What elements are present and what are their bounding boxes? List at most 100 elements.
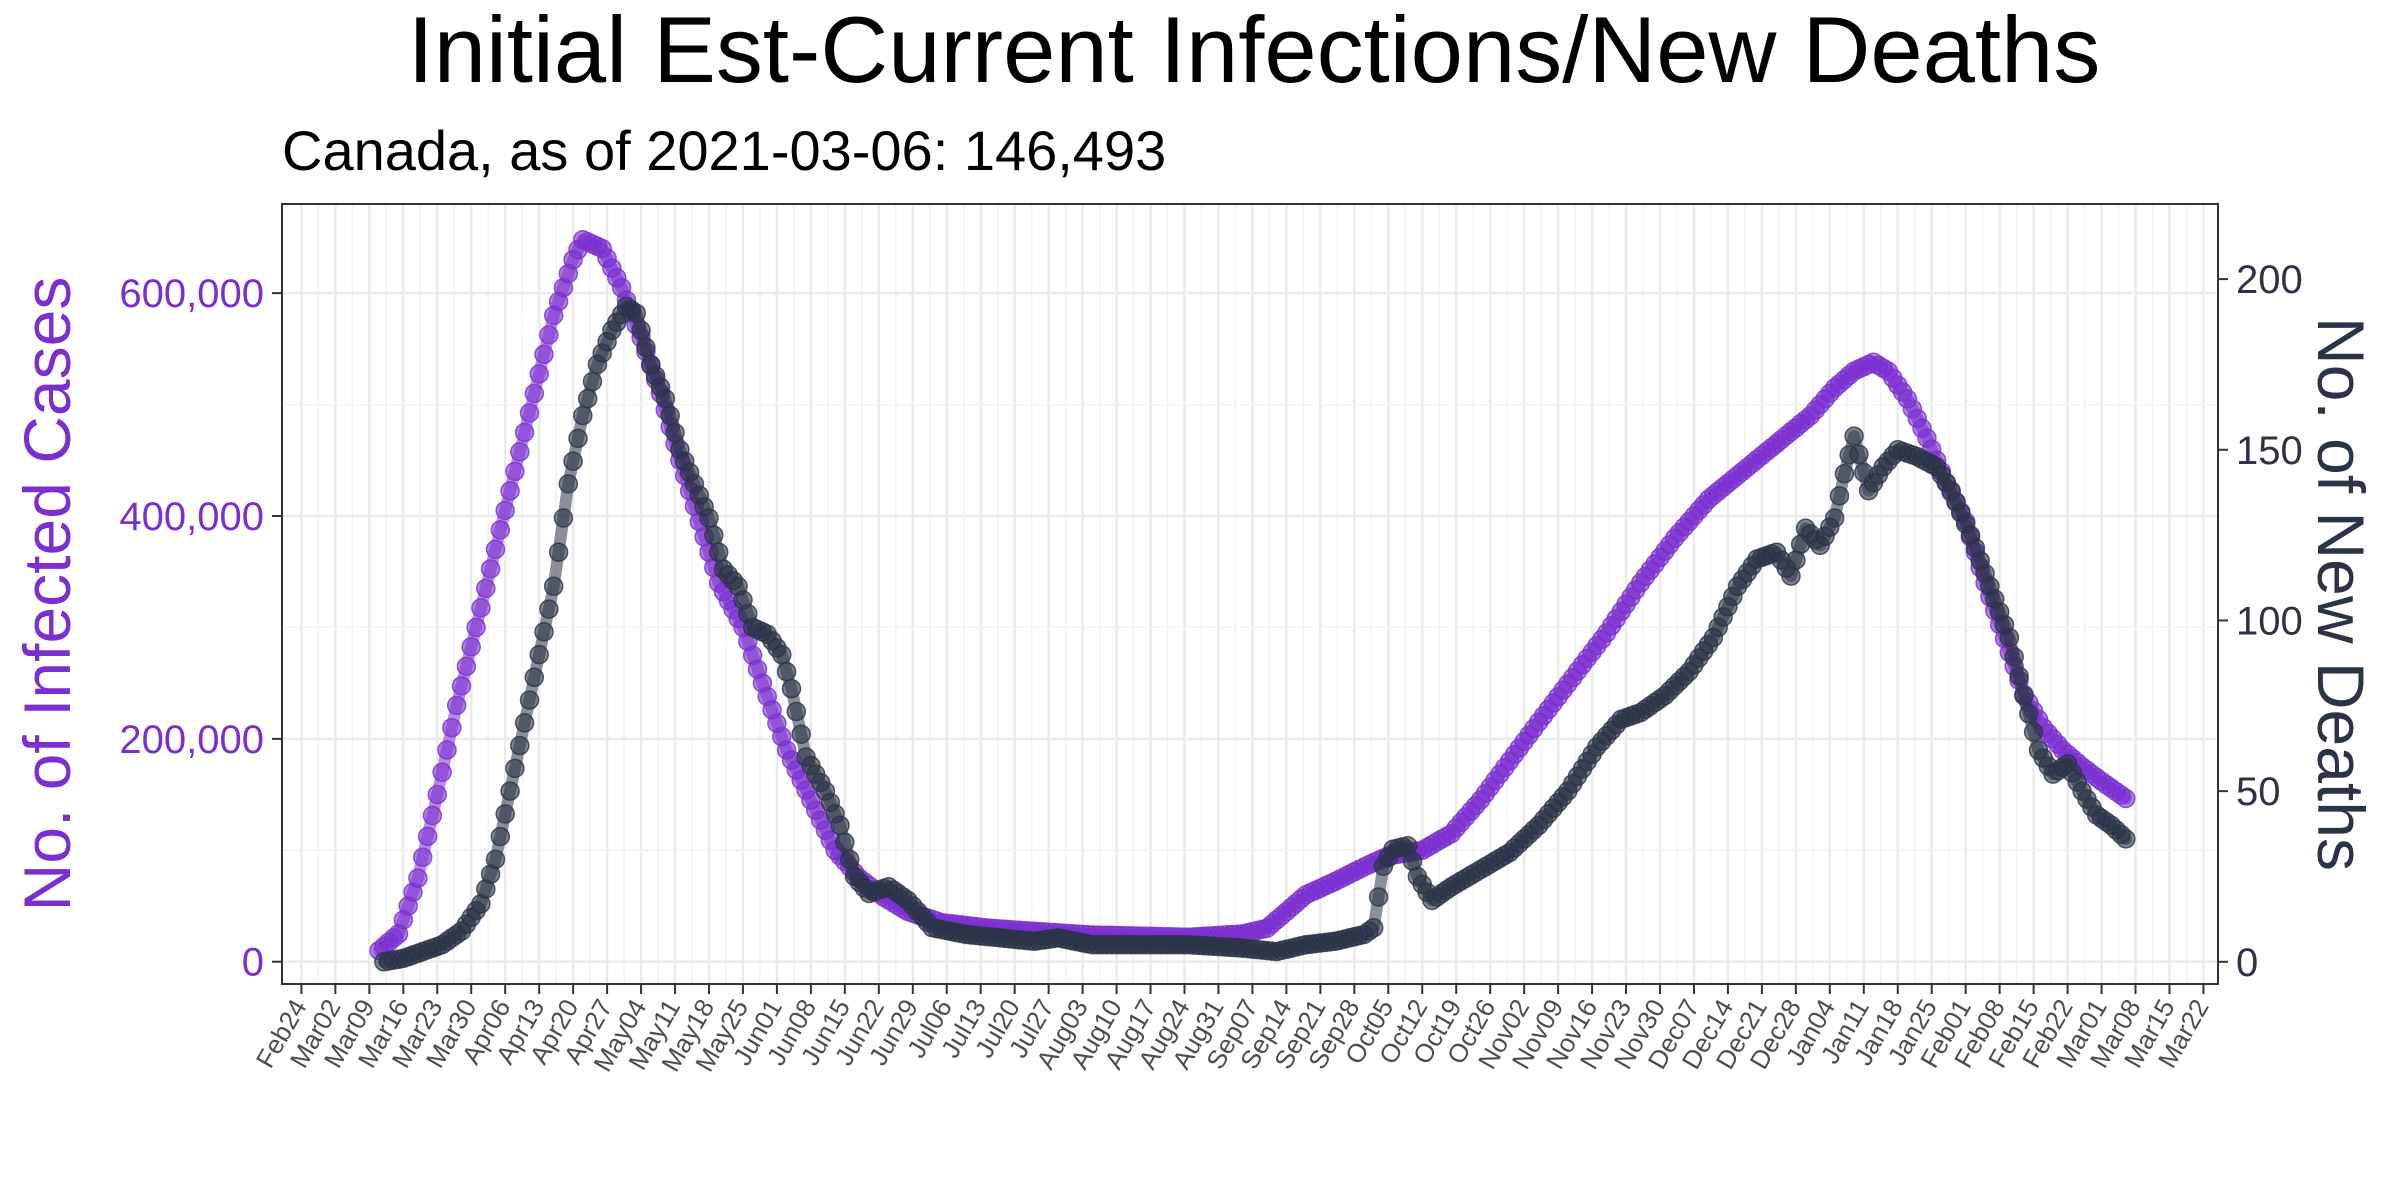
data-point (1999, 627, 2020, 648)
y-right-tick-label: 0 (2236, 941, 2258, 985)
data-point (582, 371, 603, 392)
data-point (2004, 647, 2024, 667)
data-point (442, 717, 462, 738)
chart-title: Initial Est-Current Infections/New Death… (408, 0, 2101, 102)
data-point (519, 403, 540, 423)
data-point (1849, 444, 1869, 465)
data-point (427, 784, 448, 805)
data-point (577, 388, 598, 409)
data-point (2019, 704, 2039, 724)
data-point (2014, 685, 2034, 706)
data-point (786, 701, 807, 722)
data-point (835, 832, 855, 853)
data-point (839, 849, 860, 870)
data-point (626, 303, 646, 323)
data-point (514, 422, 535, 443)
data-point (1829, 486, 1850, 506)
data-point (563, 451, 583, 471)
data-point (543, 576, 564, 597)
data-point (548, 542, 569, 562)
data-point (432, 762, 452, 783)
data-point (708, 542, 729, 562)
y-right-tick-label: 150 (2236, 429, 2303, 473)
data-point (631, 320, 651, 341)
data-point (485, 539, 506, 560)
data-point (422, 805, 443, 826)
data-point (1824, 508, 1845, 528)
data-point (1363, 917, 1384, 938)
data-point (1368, 887, 1389, 907)
y-left-tick-label: 0 (242, 941, 264, 985)
data-point (2009, 666, 2029, 686)
data-point (461, 637, 481, 657)
data-point (776, 661, 797, 682)
data-point (500, 481, 520, 501)
data-point (539, 325, 559, 345)
data-point (573, 405, 593, 426)
data-point (2116, 788, 2136, 809)
series-deaths (374, 296, 2136, 972)
data-point (490, 520, 511, 540)
data-point (636, 337, 656, 358)
data-point (1834, 463, 1855, 484)
data-point (534, 622, 554, 642)
data-point (480, 559, 501, 579)
data-point (529, 644, 549, 665)
data-point (510, 442, 530, 462)
y-right-tick-label: 50 (2236, 770, 2281, 814)
data-point (485, 849, 506, 870)
data-point (665, 422, 685, 443)
data-point (781, 678, 802, 699)
y-right-tick-label: 100 (2236, 599, 2303, 643)
y-left-tick-label: 200,000 (119, 718, 264, 762)
data-point (524, 383, 545, 404)
data-point (791, 724, 811, 744)
data-point (476, 578, 496, 599)
data-point (524, 667, 545, 688)
data-point (495, 500, 515, 521)
data-point (2116, 829, 2136, 849)
data-point (558, 474, 579, 494)
data-point (534, 344, 554, 365)
data-point (500, 781, 520, 801)
data-point (519, 690, 540, 710)
data-point (2023, 722, 2044, 742)
data-point (1844, 426, 1864, 446)
data-point (660, 405, 680, 426)
data-point (568, 428, 588, 449)
data-point (655, 388, 676, 409)
data-point (1781, 566, 1801, 586)
data-point (471, 598, 491, 618)
axes: Feb24Mar02Mar09Mar16Mar23Mar30Apr06Apr13… (119, 258, 2302, 1076)
data-point (704, 525, 724, 545)
data-point (505, 758, 525, 779)
plot-border (281, 203, 2219, 985)
y-axis-left-title: No. of Infected Cases (10, 277, 84, 912)
data-point (446, 695, 467, 716)
data-point (466, 617, 486, 638)
data-point (495, 804, 515, 824)
y-right-tick-label: 200 (2236, 258, 2303, 302)
data-point (539, 599, 559, 619)
data-point (699, 508, 719, 528)
data-point (772, 644, 792, 665)
data-point (490, 826, 511, 847)
data-point (830, 815, 850, 836)
y-axis-right-title: No. of New Deaths (2304, 317, 2378, 871)
data-point (456, 656, 477, 677)
data-point (553, 508, 574, 528)
data-point (451, 676, 472, 696)
y-left-tick-label: 400,000 (119, 495, 264, 539)
data-point (510, 735, 530, 756)
data-point (408, 868, 428, 888)
data-point (437, 740, 457, 760)
data-point (412, 847, 433, 868)
data-point (514, 713, 535, 733)
y-left-tick-label: 600,000 (119, 272, 264, 316)
data-point (505, 461, 525, 482)
data-point (417, 826, 438, 847)
series-layer (369, 229, 2136, 972)
data-point (529, 364, 549, 384)
chart-subtitle: Canada, as of 2021-03-06: 146,493 (282, 119, 1166, 182)
